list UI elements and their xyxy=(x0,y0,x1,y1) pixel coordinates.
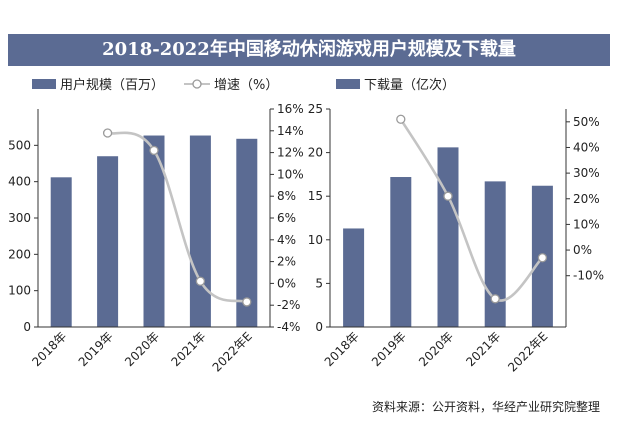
y2-tick-label: 10% xyxy=(277,167,304,181)
bars xyxy=(50,135,258,327)
title-bar: 2018-2022年中国移动休闲游戏用户规模及下载量 xyxy=(8,34,610,66)
growth-line-path xyxy=(107,131,248,304)
y2-tick-label: 8% xyxy=(277,189,296,203)
y-tick-label: 5 xyxy=(315,276,323,290)
y2-tick-label: 12% xyxy=(277,146,304,160)
bar xyxy=(343,228,365,327)
bar xyxy=(236,138,258,327)
x-tick-label: 2018年 xyxy=(322,329,362,369)
y2-tick-label: 50% xyxy=(573,115,600,129)
bar xyxy=(484,181,506,327)
legend-bar-label: 下载量（亿次） xyxy=(364,77,455,93)
y-tick-label: 100 xyxy=(8,284,31,298)
bar xyxy=(390,177,412,327)
bar xyxy=(50,177,72,327)
growth-line-path xyxy=(399,118,544,302)
growth-point xyxy=(242,297,252,307)
growth-line xyxy=(396,114,548,304)
user-scale-chart: 用户规模（百万） 增速（%） 0 100 200 300 400 500 -4% -2% 0%… xyxy=(8,77,304,375)
y2-tick-label: 14% xyxy=(277,124,304,138)
growth-line xyxy=(102,128,252,307)
x-axis-labels: 2018年 2019年 2020年 2021年 2022年E xyxy=(29,329,255,374)
y-tick-label: 10 xyxy=(308,233,323,247)
x-tick-label: 2021年 xyxy=(463,329,503,369)
y2-tick-label: -10% xyxy=(573,269,604,283)
chart-title: 2018-2022年中国移动休闲游戏用户规模及下载量 xyxy=(102,39,516,60)
bar xyxy=(437,147,459,327)
y-tick-label: 300 xyxy=(8,211,31,225)
legend: 下载量（亿次） xyxy=(336,77,455,93)
y-tick-label: 0 xyxy=(23,320,31,334)
growth-point xyxy=(537,253,548,263)
legend-bar-label: 用户规模（百万） xyxy=(60,77,164,93)
y2-tick-label: 6% xyxy=(277,211,296,225)
x-tick-label: 2019年 xyxy=(76,329,116,369)
y-tick-label: 0 xyxy=(315,320,323,334)
y2-tick-label: 30% xyxy=(573,166,600,180)
growth-point xyxy=(396,114,406,124)
y-tick-label: 20 xyxy=(308,146,323,160)
y-tick-label: 200 xyxy=(8,247,31,261)
growth-point xyxy=(490,294,500,304)
x-tick-label: 2022年E xyxy=(210,329,255,374)
source-note: 资料来源：公开资料，华经产业研究院整理 xyxy=(371,400,600,414)
bar xyxy=(97,156,119,327)
bars xyxy=(343,147,553,327)
y2-tick-label: 0% xyxy=(277,276,296,290)
bar xyxy=(143,135,165,327)
legend-bar-swatch xyxy=(32,79,56,89)
legend-bar-swatch xyxy=(336,79,360,89)
download-chart: 下载量（亿次） 0 5 10 15 20 25 -10% 0% 10% 20% 30% 40% 50%… xyxy=(308,77,604,375)
y-axis-left: 0 100 200 300 400 500 xyxy=(8,138,38,334)
bar xyxy=(189,135,211,327)
x-tick-label: 2021年 xyxy=(169,329,209,369)
legend-line-marker xyxy=(192,79,202,89)
y2-tick-label: -4% xyxy=(277,320,300,334)
y-tick-label: 25 xyxy=(308,102,323,116)
x-tick-label: 2020年 xyxy=(416,329,456,369)
x-tick-label: 2019年 xyxy=(369,329,409,369)
growth-point xyxy=(443,191,453,201)
y2-tick-label: 2% xyxy=(277,255,296,269)
growth-point xyxy=(149,145,159,156)
x-tick-label: 2020年 xyxy=(122,329,162,369)
x-tick-label: 2022年E xyxy=(505,329,550,374)
y2-tick-label: 20% xyxy=(573,192,600,206)
legend-line-label: 增速（%） xyxy=(214,78,278,93)
y2-tick-label: 40% xyxy=(573,140,600,154)
x-axis-labels: 2018年 2019年 2020年 2021年 2022年E xyxy=(322,329,551,374)
x-tick-label: 2018年 xyxy=(29,329,69,369)
y2-tick-label: -2% xyxy=(277,298,300,312)
growth-point xyxy=(195,276,206,286)
y-tick-label: 15 xyxy=(308,189,323,203)
y-tick-label: 400 xyxy=(8,175,31,189)
y2-tick-label: 4% xyxy=(277,233,296,247)
legend: 用户规模（百万） 增速（%） xyxy=(32,77,278,93)
y-axis-right: -4% -2% 0% 2% 4% 6% 8% 10% 12% 14% 16% xyxy=(270,102,304,334)
y2-tick-label: 10% xyxy=(573,217,600,231)
y-axis-right: -10% 0% 10% 20% 30% 40% 50% xyxy=(566,115,604,283)
y-tick-label: 500 xyxy=(8,138,31,152)
growth-point xyxy=(102,128,113,138)
y2-tick-label: 16% xyxy=(277,102,304,116)
y-axis-left: 0 5 10 15 20 25 xyxy=(308,102,330,334)
y2-tick-label: 0% xyxy=(573,243,592,257)
